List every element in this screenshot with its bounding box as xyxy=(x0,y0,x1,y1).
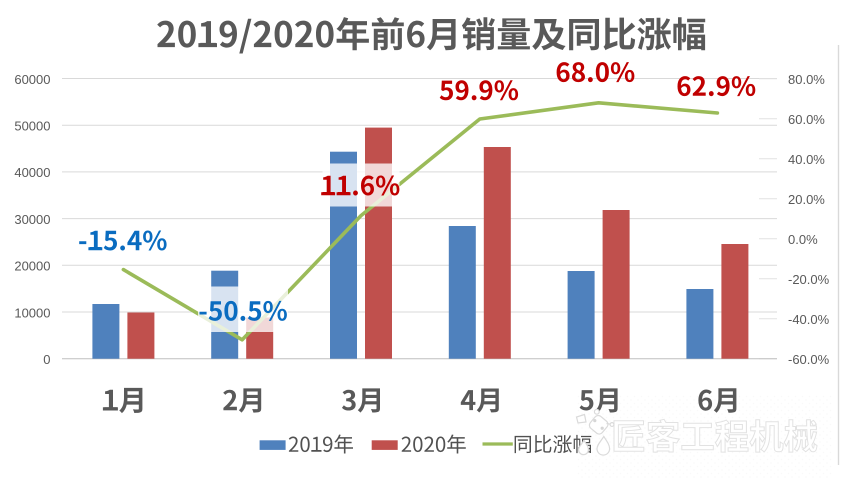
svg-text:30000: 30000 xyxy=(14,212,50,227)
svg-text:-60.0%: -60.0% xyxy=(788,352,830,367)
svg-text:-20.0%: -20.0% xyxy=(788,272,830,287)
svg-text:0: 0 xyxy=(43,352,50,367)
svg-text:20.0%: 20.0% xyxy=(788,192,825,207)
svg-text:50000: 50000 xyxy=(14,119,50,134)
svg-text:40000: 40000 xyxy=(14,165,50,180)
svg-text:-40.0%: -40.0% xyxy=(788,312,830,327)
svg-text:40.0%: 40.0% xyxy=(788,152,825,167)
svg-text:0.0%: 0.0% xyxy=(788,232,818,247)
svg-text:60.0%: 60.0% xyxy=(788,112,825,127)
svg-text:10000: 10000 xyxy=(14,305,50,320)
svg-text:80.0%: 80.0% xyxy=(788,72,825,87)
svg-text:60000: 60000 xyxy=(14,72,50,87)
svg-text:20000: 20000 xyxy=(14,259,50,274)
